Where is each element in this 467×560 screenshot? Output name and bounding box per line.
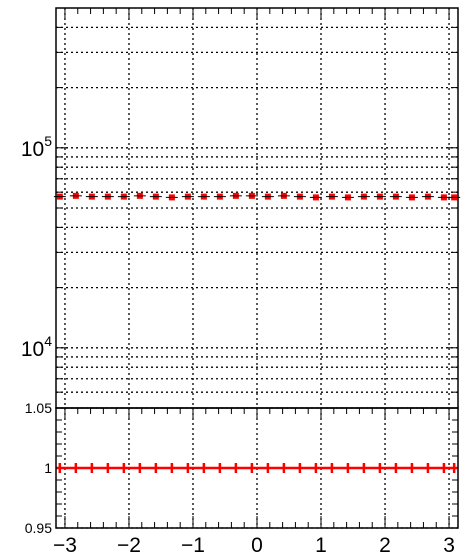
ratio-xtick-label: 1 — [315, 534, 327, 557]
top-ytick-label: 105 — [21, 133, 52, 161]
ratio-ytick-label: 1.05 — [25, 400, 52, 416]
ratio-xtick-label: 2 — [379, 534, 391, 557]
ratio-panel: 1.05 1 0.95−3 −2 −1 0 1 2 3 — [25, 400, 459, 557]
top-panel: 105 104 — [21, 7, 461, 409]
ratio-ytick-label: 1 — [44, 460, 52, 476]
ratio-frame — [55, 407, 459, 529]
ratio-xtick-label: −3 — [53, 534, 77, 557]
ratio-xtick-label: −2 — [117, 534, 141, 557]
ratio-xtick-label: 0 — [251, 534, 263, 557]
ratio-xtick-label: 3 — [443, 534, 455, 557]
ratio-xtick-label: −1 — [181, 534, 205, 557]
top-ytick-label: 104 — [21, 333, 52, 361]
ratio-ytick-label: 0.95 — [25, 520, 52, 536]
